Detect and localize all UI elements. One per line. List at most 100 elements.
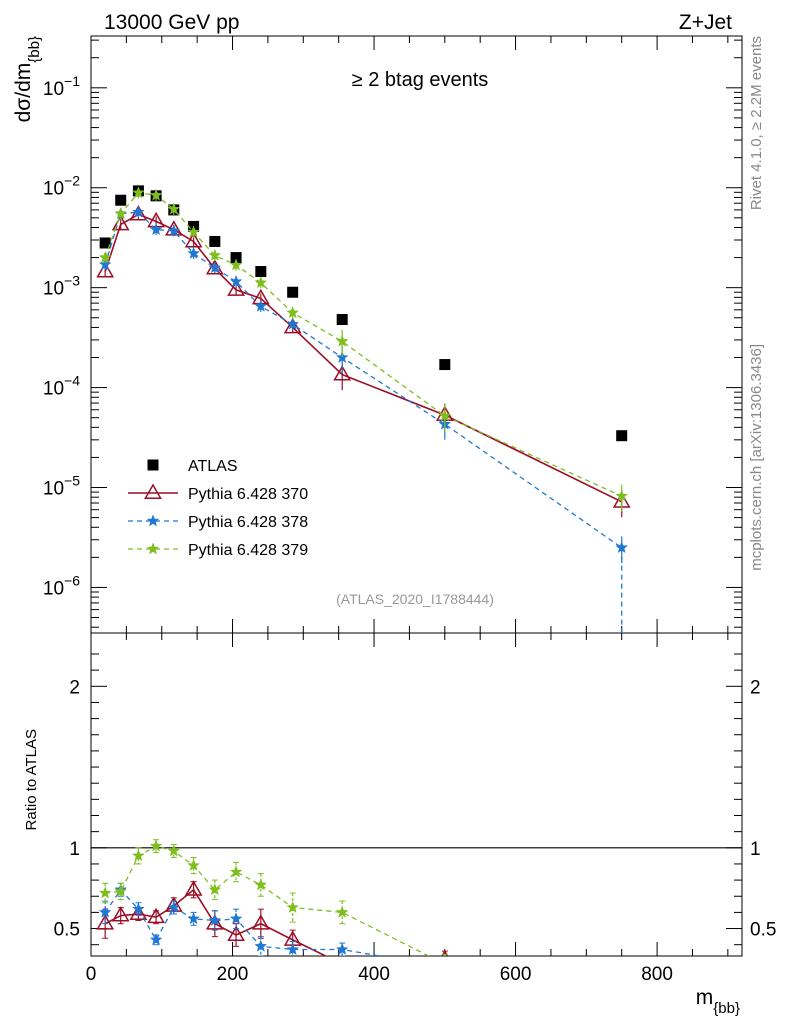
- series-line: [104, 213, 623, 503]
- y-tick-label: 10−4: [43, 373, 80, 400]
- data-point: [132, 205, 145, 218]
- ratio-tick-label: 1: [69, 839, 80, 860]
- analysis-tag: (ATLAS_2020_I1788444): [336, 591, 494, 607]
- legend: ATLAS Pythia 6.428 370 Pythia 6.428 378 Pyt…: [128, 458, 308, 559]
- ratio-point: [208, 913, 222, 926]
- data-point: [616, 430, 628, 442]
- data-point: [98, 257, 112, 271]
- ratio-point: [132, 849, 145, 862]
- series-line: [104, 211, 623, 549]
- energy-label: 13000 GeV pp: [104, 11, 239, 34]
- ratio-point: [132, 902, 145, 915]
- ratio-tick-label: 0.5: [54, 920, 80, 941]
- ratio-tick-label-right: 1: [750, 839, 761, 860]
- ratio-line: [104, 888, 328, 956]
- ratio-point: [149, 933, 163, 946]
- ratio-point: [616, 963, 627, 974]
- data-point: [208, 261, 222, 274]
- ratio-point: [184, 880, 203, 896]
- data-point: [227, 280, 245, 296]
- data-point: [254, 275, 268, 289]
- data-point: [208, 248, 222, 261]
- y-tick-label: 10−2: [43, 173, 80, 200]
- legend-label: Pythia 6.428 378: [188, 514, 308, 531]
- ratio-point: [286, 942, 300, 955]
- data-point: [99, 237, 111, 249]
- ratio-point: [254, 939, 268, 952]
- data-point: [132, 186, 145, 199]
- ratio-point: [286, 900, 300, 913]
- process-label: Z+Jet: [679, 11, 732, 34]
- y-axis-label: dσ/dm{bb}: [12, 36, 43, 122]
- ratio-point: [335, 905, 349, 918]
- ratio-tick-label: 2: [69, 677, 80, 698]
- ratio-point: [187, 912, 200, 925]
- data-point: [287, 286, 299, 298]
- ratio-point: [98, 905, 112, 918]
- ratio-tick-label-right: 0.5: [750, 920, 776, 941]
- ratio-line: [105, 845, 431, 956]
- data-point: [335, 334, 349, 347]
- ratio-point: [114, 884, 128, 897]
- data-point: [167, 202, 181, 215]
- rivet-label: Rivet 4.1.0, ≥ 2.2M events: [748, 36, 765, 210]
- data-point: [286, 317, 300, 330]
- data-point: [254, 299, 268, 312]
- legend-label: Pythia 6.428 370: [188, 486, 308, 503]
- ratio-point: [111, 906, 130, 922]
- data-point: [114, 207, 128, 220]
- x-tick-label: 400: [358, 964, 390, 985]
- ratio-y-axis-label: Ratio to ATLAS: [23, 729, 40, 830]
- data-point: [286, 306, 300, 319]
- ratio-point: [98, 886, 112, 899]
- chart-title: ≥ 2 btag events: [352, 69, 489, 91]
- legend-label: ATLAS: [188, 458, 238, 475]
- ratio-point: [187, 858, 200, 871]
- legend-marker: [147, 459, 159, 471]
- ratio-point: [229, 912, 243, 925]
- ratio-tick-label-right: 2: [750, 677, 761, 698]
- legend-marker: [144, 483, 162, 499]
- ratio-point: [147, 907, 165, 924]
- ratio-point: [96, 914, 115, 930]
- ratio-point: [167, 900, 181, 913]
- x-tick-label: 800: [641, 964, 673, 985]
- data-point: [129, 204, 148, 221]
- data-point: [229, 258, 243, 271]
- legend-marker: [146, 542, 160, 555]
- ratio-point: [129, 904, 148, 920]
- y-tick-label: 10−5: [43, 473, 80, 500]
- legend-marker: [146, 514, 160, 527]
- ratio-point: [227, 925, 245, 941]
- data-point: [615, 489, 629, 502]
- axis-ticks: 0 200 400 600 800 10−1 10−2 10−3 10−4 10−5 10−6 0.5…: [43, 36, 776, 985]
- data-point: [209, 235, 221, 247]
- data-point: [439, 359, 451, 371]
- data-point: [438, 409, 452, 422]
- ratio-point: [341, 954, 344, 956]
- ratio-point: [229, 865, 243, 878]
- ratio-point: [208, 883, 222, 896]
- ratio-point: [167, 844, 181, 857]
- data-point: [187, 225, 200, 238]
- data-point: [283, 317, 302, 334]
- data-point: [335, 350, 349, 363]
- main-panel-series: [96, 185, 631, 633]
- data-marks: [96, 185, 631, 1001]
- ratio-point: [205, 914, 224, 930]
- data-point: [96, 261, 115, 278]
- ratio-point: [335, 942, 349, 955]
- ratio-point: [616, 990, 627, 1001]
- data-point: [336, 314, 348, 326]
- series-line: [104, 192, 622, 497]
- ratio-point: [251, 914, 270, 930]
- data-point: [230, 252, 242, 264]
- mcplots-label: mcplots.cern.ch [arXiv:1306.3436]: [748, 344, 765, 571]
- ratio-panel-frame: [90, 632, 743, 957]
- y-tick-label: 10−6: [43, 572, 80, 599]
- data-point: [115, 194, 127, 206]
- data-point: [333, 365, 352, 381]
- data-point: [615, 541, 629, 554]
- x-tick-label: 600: [500, 964, 532, 985]
